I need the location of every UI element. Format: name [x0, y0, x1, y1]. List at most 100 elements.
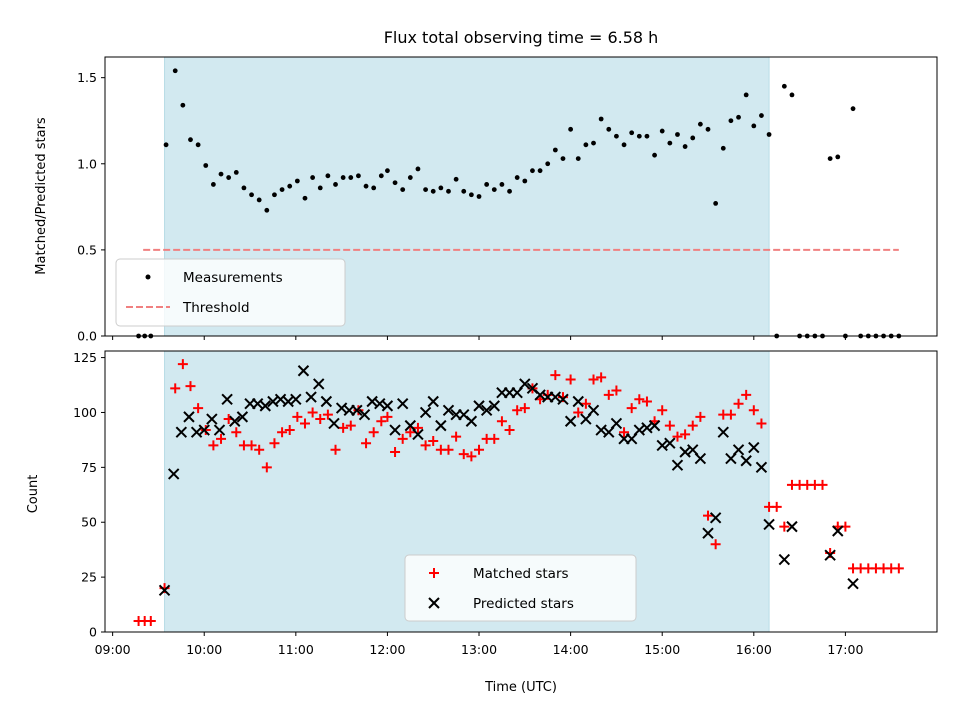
matched-star-point: [626, 403, 637, 414]
measurement-point: [348, 175, 354, 180]
predicted-star-point: [564, 415, 577, 427]
measurement-point: [188, 137, 193, 143]
predicted-star-point: [213, 424, 226, 436]
matched-star-point: [619, 427, 630, 438]
bottom-legend-box: [404, 554, 637, 622]
measurement-point: [636, 133, 642, 139]
matched-star-point: [208, 440, 219, 451]
predicted-star-point: [396, 397, 409, 410]
matched-star-point: [292, 411, 303, 422]
top-x-axis-ticks: [112, 336, 846, 340]
matched-star-point: [550, 370, 561, 381]
measurement-point: [302, 195, 308, 201]
measurement-point: [385, 168, 390, 174]
predicted-star-point: [442, 404, 455, 416]
measurement-point: [287, 183, 293, 189]
matched-star-point: [771, 501, 782, 512]
predicted-star-point: [473, 400, 485, 412]
measurement-point: [378, 173, 384, 179]
matched-star-point: [634, 394, 645, 405]
matched-star-point: [748, 405, 759, 416]
measurement-point: [210, 182, 216, 187]
predicted-star-point: [778, 553, 791, 566]
predicted-star-point: [694, 452, 707, 465]
measurement-point: [552, 147, 558, 153]
legend-label-predicted: Predicted stars: [473, 596, 574, 612]
measurement-point: [461, 188, 467, 194]
y-tick-label: 1.5: [77, 70, 97, 85]
matched-star-point: [657, 405, 668, 416]
measurement-point: [333, 182, 338, 187]
predicted-star-point: [755, 461, 768, 474]
matched-star-point: [519, 403, 530, 414]
measurement-point: [751, 123, 757, 129]
measurement-point: [371, 185, 377, 191]
matched-star-point: [345, 420, 356, 431]
matched-star-point: [397, 433, 408, 444]
matched-star-point: [185, 381, 196, 392]
matched-star-point: [687, 420, 698, 431]
measurement-point: [514, 175, 520, 180]
measurement-point: [499, 182, 505, 187]
matched-star-point: [695, 411, 706, 422]
legend-marker-matched: [429, 568, 439, 578]
measurement-point: [279, 187, 285, 193]
matched-star-point: [170, 383, 181, 394]
matched-star-point: [261, 462, 272, 473]
measurement-point: [766, 132, 772, 137]
measurement-point: [484, 182, 490, 187]
matched-star-point: [641, 396, 652, 407]
measurement-point: [675, 132, 680, 137]
measurement-point: [659, 128, 665, 134]
measurement-point: [453, 176, 459, 182]
measurement-point: [614, 133, 619, 139]
predicted-star-point: [824, 549, 836, 561]
x-tick-label: 09:00: [95, 642, 131, 657]
matched-star-point: [565, 374, 576, 385]
predicted-star-point: [671, 459, 684, 471]
matched-star-point: [756, 418, 767, 429]
y-tick-label: 0.0: [77, 329, 97, 344]
measurement-point: [560, 156, 566, 162]
measurement-point: [317, 185, 323, 191]
y-tick-label: 25: [81, 570, 97, 585]
matched-star-point: [512, 405, 523, 416]
measurement-point: [226, 175, 232, 180]
matched-star-point: [299, 418, 310, 429]
matched-star-point: [254, 444, 265, 455]
chart-title: Flux total observing time = 6.58 h: [384, 28, 659, 47]
measurement-point: [583, 142, 589, 148]
predicted-star-point: [297, 365, 310, 377]
y-tick-label: 0: [89, 625, 97, 640]
matched-star-point: [458, 449, 469, 460]
x-tick-label: 16:00: [736, 642, 772, 657]
measurement-point: [720, 145, 726, 151]
matched-star-point: [382, 411, 393, 422]
measurement-point: [468, 192, 474, 198]
matched-star-point: [307, 407, 318, 418]
top-y-axis-ticks: 0.0 0.5 1.0 1.5: [77, 70, 105, 344]
y-tick-label: 75: [81, 460, 97, 475]
measurement-point: [629, 130, 635, 136]
matched-star-point: [353, 405, 364, 416]
predicted-star-point: [702, 527, 714, 539]
legend-label-measurements: Measurements: [183, 270, 283, 286]
predicted-star-point: [557, 393, 569, 406]
measurement-point: [537, 168, 543, 174]
predicted-star-point: [419, 406, 432, 419]
matched-star-point: [573, 407, 584, 418]
measurement-point: [407, 175, 413, 180]
matched-star-point: [405, 427, 416, 438]
measurement-point: [272, 192, 277, 198]
measurement-point: [172, 68, 178, 74]
measurement-point: [218, 171, 224, 177]
measurement-point: [195, 142, 201, 148]
matched-star-point: [451, 431, 462, 442]
predicted-star-point: [748, 441, 760, 454]
matched-star-point: [664, 420, 675, 431]
measurement-point: [736, 114, 741, 120]
x-tick-label: 11:00: [278, 642, 314, 657]
y-tick-label: 1.0: [77, 156, 97, 171]
matched-star-point: [496, 416, 507, 427]
predicted-star-point: [183, 411, 195, 423]
